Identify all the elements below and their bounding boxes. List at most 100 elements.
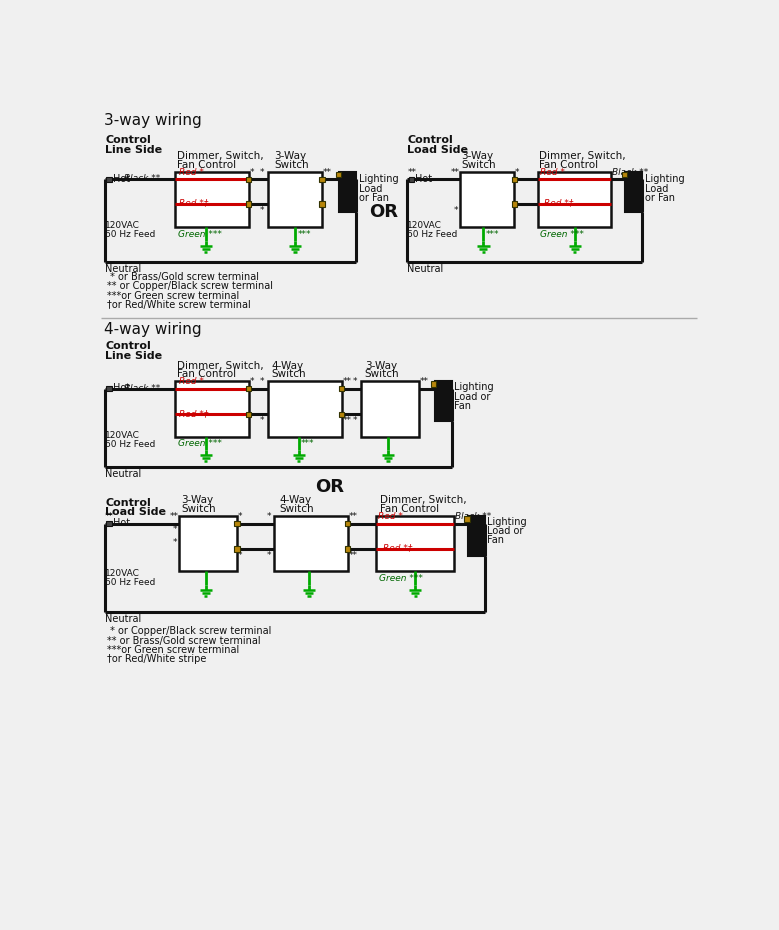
Text: *: * <box>454 206 458 215</box>
Text: Load: Load <box>359 183 382 193</box>
Bar <box>435 381 452 421</box>
Text: Control: Control <box>407 135 453 145</box>
Text: ***: *** <box>485 230 499 238</box>
Text: Load Side: Load Side <box>407 145 468 155</box>
Text: Fan: Fan <box>454 401 471 411</box>
Bar <box>460 172 514 227</box>
Text: *: * <box>353 378 358 386</box>
Text: 4-Way: 4-Way <box>280 496 312 505</box>
Text: Lighting: Lighting <box>359 174 399 184</box>
Text: ***or Green screw terminal: ***or Green screw terminal <box>107 644 239 655</box>
Text: Fan Control: Fan Control <box>177 369 236 379</box>
Text: *: * <box>173 525 177 534</box>
Text: OR: OR <box>315 478 344 496</box>
Text: 60 Hz Feed: 60 Hz Feed <box>105 578 156 588</box>
Bar <box>174 381 249 436</box>
Text: Red *: Red * <box>178 168 203 177</box>
Bar <box>339 386 344 392</box>
Text: Green ***: Green *** <box>379 574 423 583</box>
Bar <box>106 521 111 526</box>
Text: Red *†: Red *† <box>544 199 573 207</box>
Bar <box>246 411 251 417</box>
Text: Hot: Hot <box>113 174 130 183</box>
Text: 60 Hz Feed: 60 Hz Feed <box>407 231 458 239</box>
Text: 3-Way: 3-Way <box>365 361 397 371</box>
Text: Switch: Switch <box>462 160 496 170</box>
Bar <box>319 177 325 182</box>
Text: Fan Control: Fan Control <box>380 504 439 514</box>
Text: **: ** <box>348 512 358 521</box>
Text: Hot: Hot <box>113 383 130 393</box>
Text: or Fan: or Fan <box>359 193 390 203</box>
Bar <box>512 201 517 206</box>
Text: 120VAC: 120VAC <box>105 431 140 440</box>
Bar <box>246 201 251 206</box>
Text: ***: *** <box>301 439 315 448</box>
Bar <box>468 516 485 556</box>
Bar <box>464 516 470 522</box>
Text: Dimmer, Switch,: Dimmer, Switch, <box>177 361 264 371</box>
Text: *: * <box>250 168 255 177</box>
Text: ** or Copper/Black screw terminal: ** or Copper/Black screw terminal <box>107 282 273 291</box>
Text: or Fan: or Fan <box>644 193 675 203</box>
Bar <box>319 201 325 206</box>
Text: Switch: Switch <box>181 504 216 514</box>
Bar <box>408 177 414 182</box>
Text: *: * <box>515 168 520 177</box>
Text: *: * <box>238 551 242 560</box>
Bar <box>178 516 237 571</box>
Bar <box>339 411 344 417</box>
Bar <box>234 546 240 551</box>
Bar <box>234 521 240 526</box>
Text: Red *: Red * <box>378 512 403 521</box>
Text: **: ** <box>348 551 358 560</box>
Text: *: * <box>353 416 358 425</box>
Text: ***or Green screw terminal: ***or Green screw terminal <box>107 291 239 300</box>
Text: Control: Control <box>105 498 151 508</box>
Text: Neutral: Neutral <box>407 264 443 273</box>
Bar <box>336 172 341 178</box>
Bar <box>626 172 642 212</box>
Text: Neutral: Neutral <box>105 470 141 479</box>
Text: Load: Load <box>644 183 668 193</box>
Bar <box>345 521 351 526</box>
Text: *: * <box>238 512 242 521</box>
Text: **: ** <box>170 512 178 521</box>
Text: Red *†: Red *† <box>178 199 208 207</box>
Text: Fan Control: Fan Control <box>539 160 598 170</box>
Text: Red *†: Red *† <box>382 544 412 552</box>
Text: 3-Way: 3-Way <box>181 496 213 505</box>
Text: †or Red/White screw terminal: †or Red/White screw terminal <box>107 299 250 310</box>
Text: Red *: Red * <box>540 168 565 177</box>
Bar <box>174 172 249 227</box>
Text: **: ** <box>342 378 351 386</box>
Text: Fan Control: Fan Control <box>177 160 236 170</box>
Text: 3-Way: 3-Way <box>274 152 306 161</box>
Text: 4-Way: 4-Way <box>272 361 304 371</box>
Text: Green ***: Green *** <box>178 439 222 448</box>
Text: 120VAC: 120VAC <box>105 569 140 578</box>
Text: Green ***: Green *** <box>178 230 222 238</box>
Text: Control: Control <box>105 135 151 145</box>
Text: Switch: Switch <box>365 369 400 379</box>
Text: Black **: Black ** <box>125 174 160 183</box>
Text: Neutral: Neutral <box>105 614 141 624</box>
Text: 120VAC: 120VAC <box>407 221 442 230</box>
Bar <box>538 172 612 227</box>
Bar <box>512 177 517 182</box>
Text: Black **: Black ** <box>612 168 648 177</box>
Text: *: * <box>266 512 271 521</box>
Bar <box>376 516 454 571</box>
Text: Dimmer, Switch,: Dimmer, Switch, <box>539 152 626 161</box>
Text: Hot: Hot <box>113 518 130 528</box>
Text: ** or Brass/Gold screw terminal: ** or Brass/Gold screw terminal <box>107 635 260 645</box>
Text: Line Side: Line Side <box>105 145 162 155</box>
Text: Hot: Hot <box>415 174 432 183</box>
Bar <box>361 381 419 436</box>
Text: Dimmer, Switch,: Dimmer, Switch, <box>380 496 467 505</box>
Bar <box>339 172 356 212</box>
Bar <box>622 172 627 178</box>
Bar <box>246 177 251 182</box>
Text: Line Side: Line Side <box>105 352 162 362</box>
Text: Lighting: Lighting <box>487 517 527 527</box>
